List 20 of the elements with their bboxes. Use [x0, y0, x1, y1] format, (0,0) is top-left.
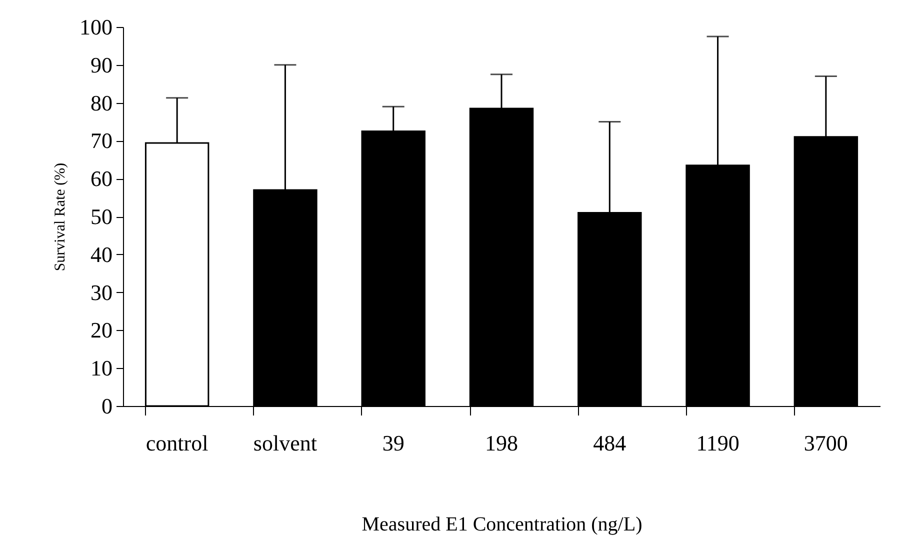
- x-tick-label: 1190: [696, 430, 740, 456]
- x-tick-label: 198: [485, 430, 518, 456]
- y-tick-label: 30: [90, 280, 112, 305]
- x-tick-label: 484: [593, 430, 626, 456]
- y-tick-label: 90: [90, 52, 112, 78]
- x-tick-label: 39: [382, 430, 404, 456]
- y-tick-label: 0: [102, 394, 112, 418]
- y-axis-title: Survival Rate (%): [52, 162, 68, 272]
- y-tick-label: 100: [80, 14, 112, 40]
- x-axis-title: Measured E1 Concentration (ng/L): [362, 514, 642, 536]
- x-tick-label: control: [146, 430, 208, 456]
- y-tick-label: 20: [90, 318, 112, 343]
- x-tick-label: 3700: [804, 430, 848, 456]
- y-tick-label: 40: [90, 242, 112, 267]
- y-tick-label: 80: [90, 90, 112, 116]
- y-tick-label: 70: [90, 128, 112, 154]
- x-tick-label: solvent: [253, 430, 317, 456]
- y-tick-label: 10: [90, 356, 112, 381]
- y-tick-label: 60: [90, 166, 112, 192]
- y-tick-label: 50: [90, 204, 112, 229]
